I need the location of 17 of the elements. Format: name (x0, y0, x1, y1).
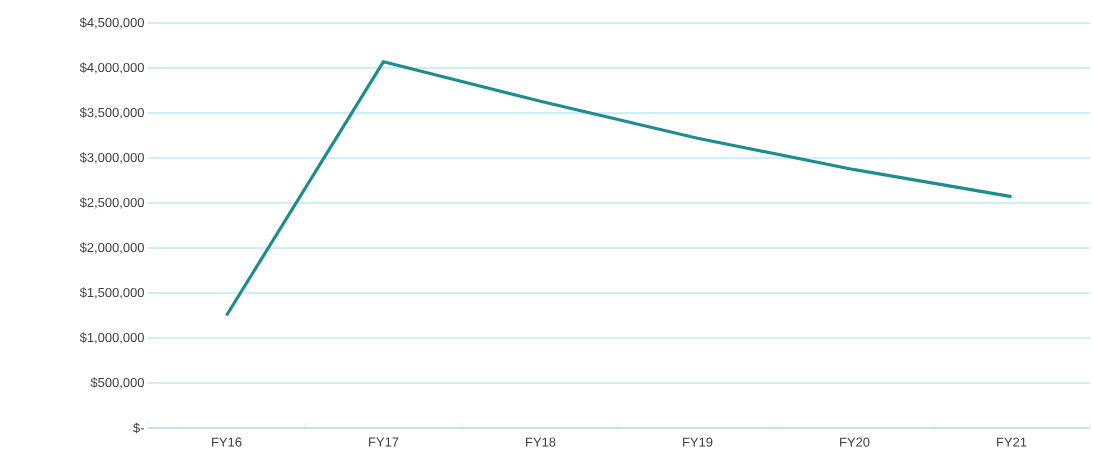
y-tick-label: $3,000,000 (79, 152, 144, 164)
line-series (224, 60, 1014, 318)
y-tick-label: $3,500,000 (79, 107, 144, 119)
y-tick-label: $1,500,000 (79, 287, 144, 299)
x-tick-label: FY16 (212, 437, 242, 447)
y-tick-label: $- (133, 422, 144, 434)
y-tick-label: $1,000,000 (79, 332, 144, 344)
x-tick-label: FY18 (526, 437, 556, 447)
y-tick-label: $500,000 (90, 377, 144, 389)
x-tick-label: FY19 (683, 437, 713, 447)
x-tick-label: FY17 (369, 437, 399, 447)
y-tick-label: $4,000,000 (79, 62, 144, 74)
y-tick-label: $4,500,000 (79, 17, 144, 29)
x-tick-label: FY21 (997, 437, 1027, 447)
x-tick-label: FY20 (840, 437, 870, 447)
y-tick-label: $2,500,000 (79, 197, 144, 209)
y-tick-label: $2,000,000 (79, 242, 144, 254)
